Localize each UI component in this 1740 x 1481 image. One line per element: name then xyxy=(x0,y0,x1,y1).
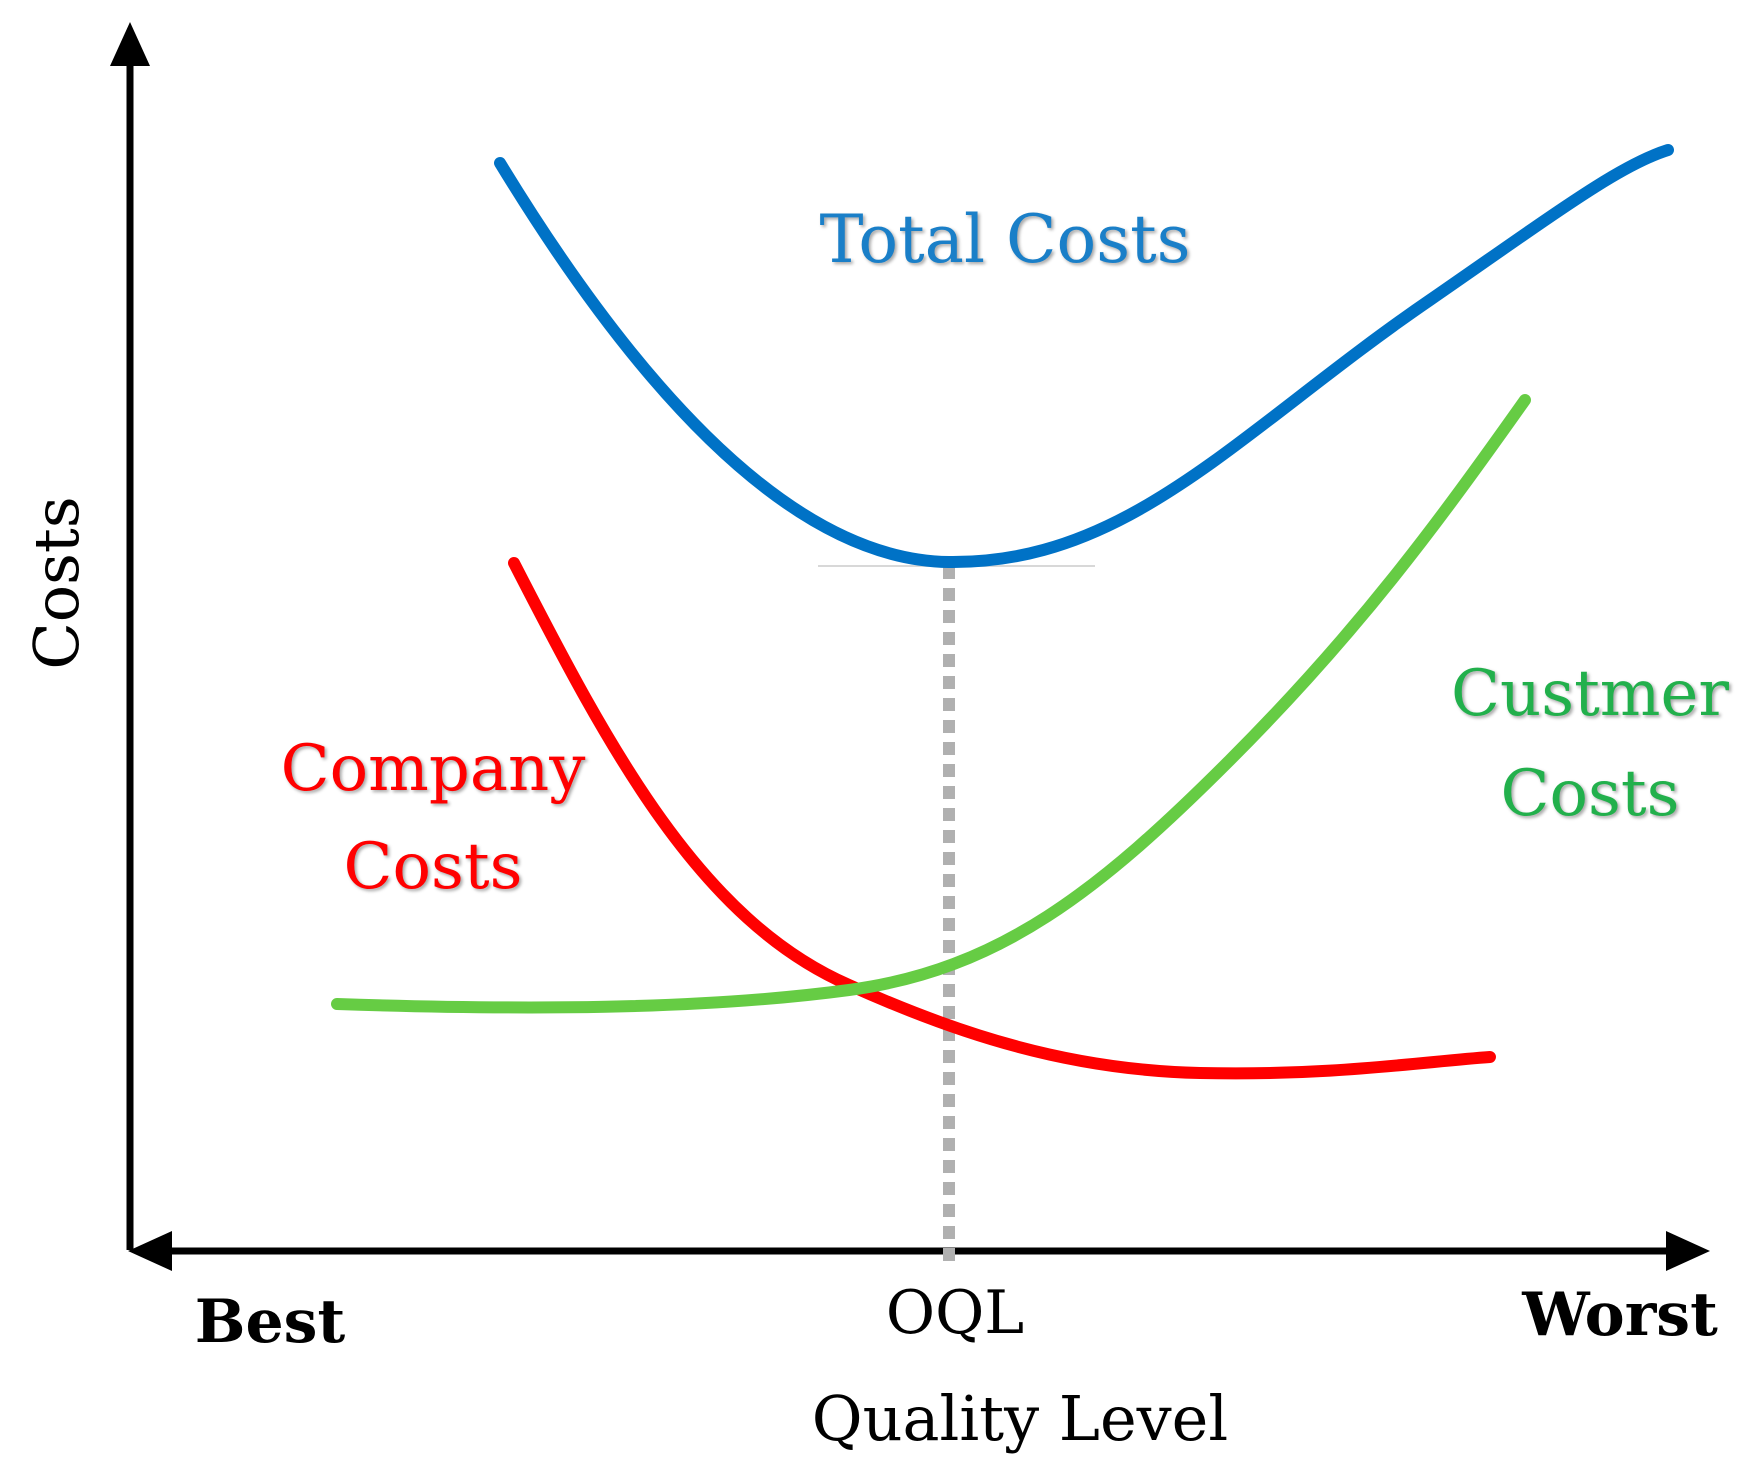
oql-label: OQL xyxy=(886,1278,1024,1348)
x-axis-label: Quality Level xyxy=(812,1382,1228,1455)
company-costs-label-line2: Costs xyxy=(344,830,523,904)
customer-costs-curve xyxy=(331,394,1531,1014)
total-costs-curve xyxy=(494,144,1674,569)
company-costs-label-line1: Company xyxy=(281,732,586,806)
y-axis-arrowhead xyxy=(110,22,150,66)
x-axis-worst-label: Worst xyxy=(1521,1280,1718,1350)
customer-costs-label-line2: Costs xyxy=(1501,757,1680,831)
company-costs-curve xyxy=(508,557,1496,1080)
y-axis-label: Costs xyxy=(20,496,93,669)
x-axis-left-arrowhead xyxy=(128,1231,172,1271)
total-costs-label: Total Costs xyxy=(819,201,1190,278)
x-axis-right-arrowhead xyxy=(1666,1231,1710,1271)
x-axis-best-label: Best xyxy=(195,1287,346,1357)
customer-costs-label-line1: Custmer xyxy=(1451,657,1729,731)
